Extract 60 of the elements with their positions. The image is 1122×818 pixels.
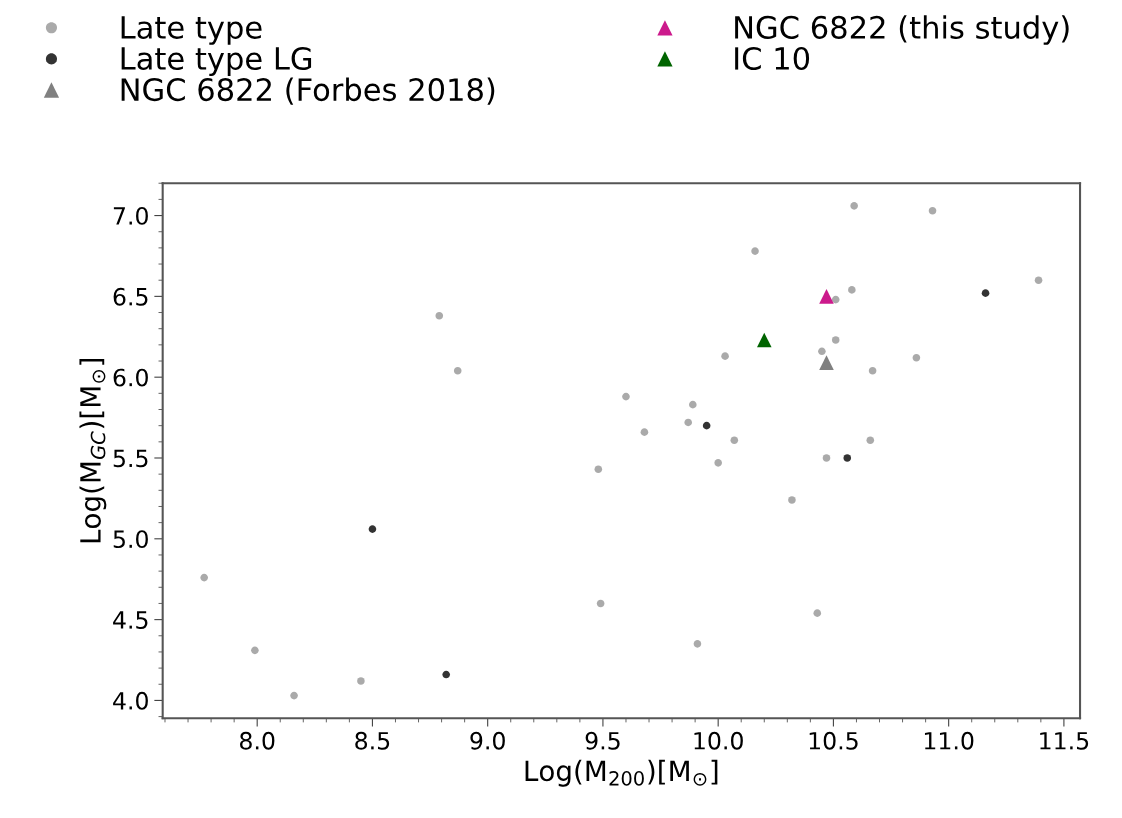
legend-label: NGC 6822 (this study) [735,15,1069,45]
point [819,355,834,370]
legend-label: IC 10 [735,46,810,71]
x-tick-label: 8.0 [240,731,275,750]
point [714,459,722,467]
y-tick-label: 7.0 [113,207,148,225]
point [831,295,840,304]
point [368,525,377,533]
x-axis-title: Log(M$_{200}$)[M$_{⊙}$] [525,759,718,787]
point [730,436,739,445]
point [850,202,858,210]
point [200,573,208,582]
point [290,691,298,700]
point [912,353,921,362]
point [788,496,796,504]
point [721,352,729,360]
point [822,454,831,462]
legend-label: Late type LG [121,46,312,76]
x-tick-label: 9.5 [585,731,620,750]
point [442,670,450,679]
point [357,677,365,685]
point [843,454,852,462]
point [866,436,875,445]
point [831,336,840,344]
legend-label: NGC 6822 (Forbes 2018) [121,77,495,105]
x-tick-label: 10.5 [809,731,858,750]
point [684,418,693,427]
x-tick-label: 9.0 [470,731,505,750]
x-tick-label: 11.5 [1040,732,1089,750]
point [453,366,462,375]
y-tick-label: 5.0 [113,530,148,549]
y-tick-label: 4.5 [113,611,148,629]
y-axis-title: Log(M$_{GC}$)[M$_{⊙}$] [79,359,107,543]
point [689,400,697,409]
point [756,332,772,348]
point [594,465,603,474]
point [640,428,649,436]
point [868,366,877,375]
point [1034,276,1043,285]
point [818,347,826,356]
point [435,311,444,320]
point [819,289,834,304]
x-tick-label: 8.5 [355,731,390,750]
y-tick-label: 6.0 [113,368,148,387]
x-tick-label: 10.0 [694,731,743,750]
y-tick-label: 4.0 [113,691,148,710]
point [848,286,856,294]
y-tick-label: 5.5 [113,449,148,468]
point [981,289,990,297]
legend-label: Late type [121,16,262,45]
point [928,206,937,215]
y-tick-label: 6.5 [113,287,148,306]
point [622,392,630,401]
point [702,421,711,430]
x-tick-label: 11.0 [924,731,974,750]
point [693,640,702,648]
point [751,247,759,255]
point [596,599,605,608]
point [251,646,259,655]
point [813,609,822,617]
